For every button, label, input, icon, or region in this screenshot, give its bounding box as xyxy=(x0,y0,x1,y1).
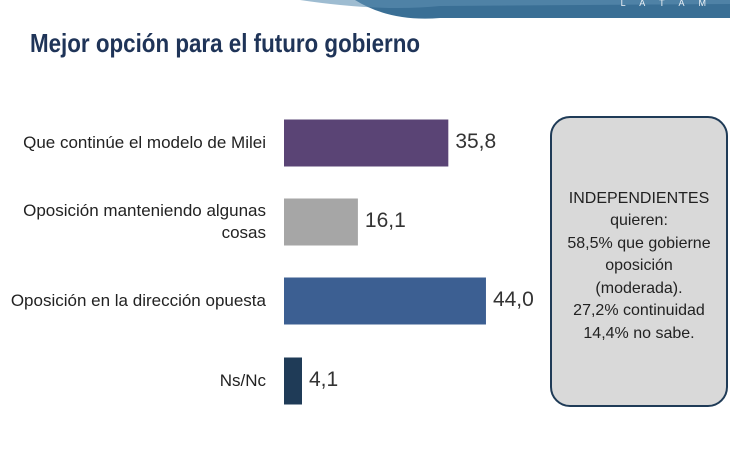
independientes-callout: INDEPENDIENTES quieren: 58,5% que gobier… xyxy=(550,116,728,407)
callout-line: 27,2% continuidad xyxy=(573,302,705,320)
value-label: 4,1 xyxy=(309,368,339,391)
callout-line: quieren: xyxy=(610,212,668,230)
category-label-line: Que continúe el modelo de Milei xyxy=(23,133,266,152)
category-label-line: cosas xyxy=(221,223,266,242)
brand-logo-text: L A T A M xyxy=(620,0,712,8)
category-label: Oposición en la dirección opuesta xyxy=(4,290,266,312)
category-label: Oposición manteniendo algunas cosas xyxy=(4,200,266,244)
bar-3 xyxy=(284,277,486,325)
top-banner xyxy=(300,0,730,19)
value-label: 35,8 xyxy=(455,130,497,153)
callout-line: INDEPENDIENTES xyxy=(568,189,710,207)
callout-line: 14,4% no sabe. xyxy=(583,324,695,342)
category-label-line: Oposición manteniendo algunas xyxy=(23,201,266,220)
bar-4 xyxy=(284,357,302,405)
category-label-line: Oposición en la dirección opuesta xyxy=(10,291,266,310)
category-label: Que continúe el modelo de Milei xyxy=(4,132,266,154)
category-label: Ns/Nc xyxy=(4,370,266,392)
value-label: 44,0 xyxy=(492,288,534,311)
callout-line: oposición xyxy=(605,257,673,275)
bar-1 xyxy=(284,119,449,167)
callout-line: 58,5% que gobierne xyxy=(567,234,711,252)
category-label-line: Ns/Nc xyxy=(219,371,266,390)
callout-line: (moderada). xyxy=(595,279,683,297)
value-label: 16,1 xyxy=(364,209,406,232)
bar-2 xyxy=(284,198,358,246)
chart-title: Mejor opción para el futuro gobierno xyxy=(30,28,421,58)
